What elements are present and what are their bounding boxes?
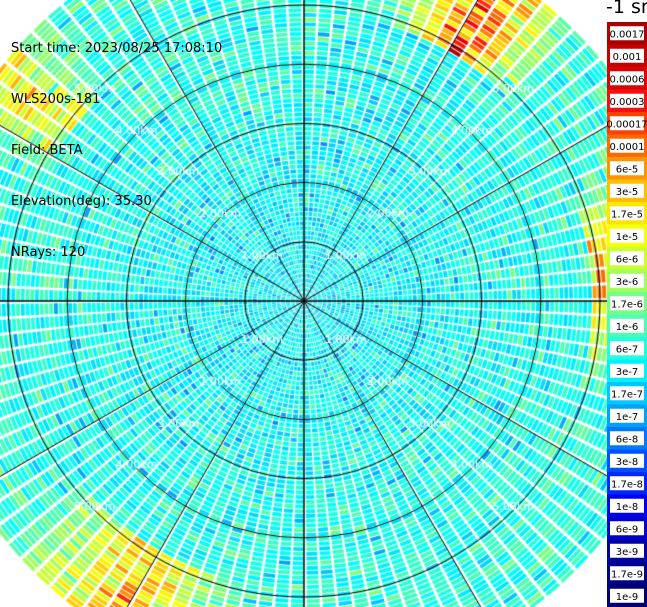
colorbar-tick-label: 0.00017	[606, 119, 647, 130]
field-name: Field: BETA	[11, 143, 83, 158]
colorbar-label-bg	[610, 71, 644, 86]
colorbar-label-bg	[610, 116, 644, 131]
colorbar-label-bg	[610, 138, 644, 153]
colorbar-tick-label: 0.001	[613, 52, 642, 63]
colorbar-tick-label: 6e-8	[616, 434, 639, 445]
colorbar-label-bg	[610, 161, 644, 176]
colorbar-tick-label: 1e-7	[616, 412, 639, 423]
colorbar-unit: -1 sr	[606, 0, 647, 18]
colorbar-tick-label: 1e-8	[616, 502, 639, 513]
start-time: Start time: 2023/08/25 17:08:10	[11, 41, 223, 56]
colorbar-label-bg	[610, 363, 644, 378]
colorbar-tick-label: 1.7e-5	[611, 209, 643, 220]
colorbar-label-bg	[610, 26, 644, 41]
colorbar-label-bg	[610, 521, 644, 536]
colorbar-label-bg	[610, 273, 644, 288]
colorbar-tick-label: 1e-5	[616, 232, 639, 243]
colorbar-label-bg	[610, 206, 644, 221]
colorbar-label-bg	[610, 93, 644, 108]
colorbar-tick-label: 3e-6	[616, 277, 639, 288]
instrument-name: WLS200s-181	[11, 92, 101, 107]
nrays: NRays: 120	[11, 245, 86, 260]
colorbar-label-bg	[610, 386, 644, 401]
colorbar-label-bg	[610, 318, 644, 333]
colorbar-label-bg	[610, 566, 644, 581]
colorbar-tick-label: 0.0001	[610, 142, 645, 153]
colorbar-label-bg	[610, 48, 644, 63]
colorbar-tick-label: 3e-8	[616, 457, 639, 468]
colorbar-tick-label: 3e-9	[616, 547, 639, 558]
colorbar-tick-label: 3e-5	[616, 187, 639, 198]
colorbar-label-bg	[610, 453, 644, 468]
colorbar-tick-label: 1e-9	[616, 592, 639, 603]
colorbar-label-bg	[610, 588, 644, 603]
colorbar-tick-label: 6e-7	[616, 344, 639, 355]
colorbar-tick-label: 1.7e-6	[611, 299, 643, 310]
colorbar-tick-label: 0.0017	[610, 29, 645, 40]
colorbar-label-bg	[610, 408, 644, 423]
colorbar-label-bg	[610, 183, 644, 198]
colorbar-label-bg	[610, 476, 644, 491]
colorbar-tick-label: 0.0006	[610, 74, 645, 85]
colorbar-tick-label: 6e-6	[616, 254, 639, 265]
colorbar-label-bg	[610, 228, 644, 243]
colorbar-tick-label: 1.7e-9	[611, 569, 643, 580]
colorbar-tick-label: 3e-7	[616, 367, 639, 378]
scan-info: Start time: 2023/08/25 17:08:10 WLS200s-…	[11, 6, 222, 278]
colorbar-tick-label: 6e-9	[616, 524, 639, 535]
colorbar-tick-label: 1.7e-8	[611, 479, 643, 490]
colorbar-tick-label: 1e-6	[616, 322, 639, 333]
colorbar-label-bg	[610, 543, 644, 558]
colorbar-label-bg	[610, 341, 644, 356]
elevation: Elevation(deg): 35.30	[11, 194, 152, 209]
colorbar-label-bg	[610, 498, 644, 513]
colorbar-tick-label: 1.7e-7	[611, 389, 643, 400]
colorbar-label-bg	[610, 251, 644, 266]
colorbar-label-bg	[610, 296, 644, 311]
colorbar-tick-label: 0.0003	[610, 97, 645, 108]
colorbar-label-bg	[610, 431, 644, 446]
colorbar-tick-label: 6e-5	[616, 164, 639, 175]
